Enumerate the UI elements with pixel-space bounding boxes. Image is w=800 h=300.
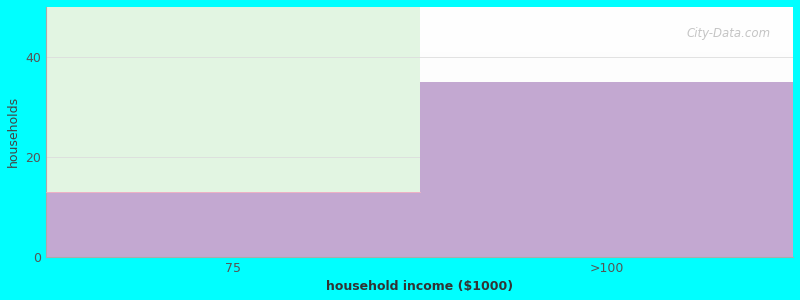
X-axis label: household income ($1000): household income ($1000) [326,280,514,293]
Bar [420,82,793,256]
Bar [46,192,420,256]
Y-axis label: households: households [7,96,20,167]
Bar [46,7,420,256]
Text: City-Data.com: City-Data.com [686,27,770,40]
